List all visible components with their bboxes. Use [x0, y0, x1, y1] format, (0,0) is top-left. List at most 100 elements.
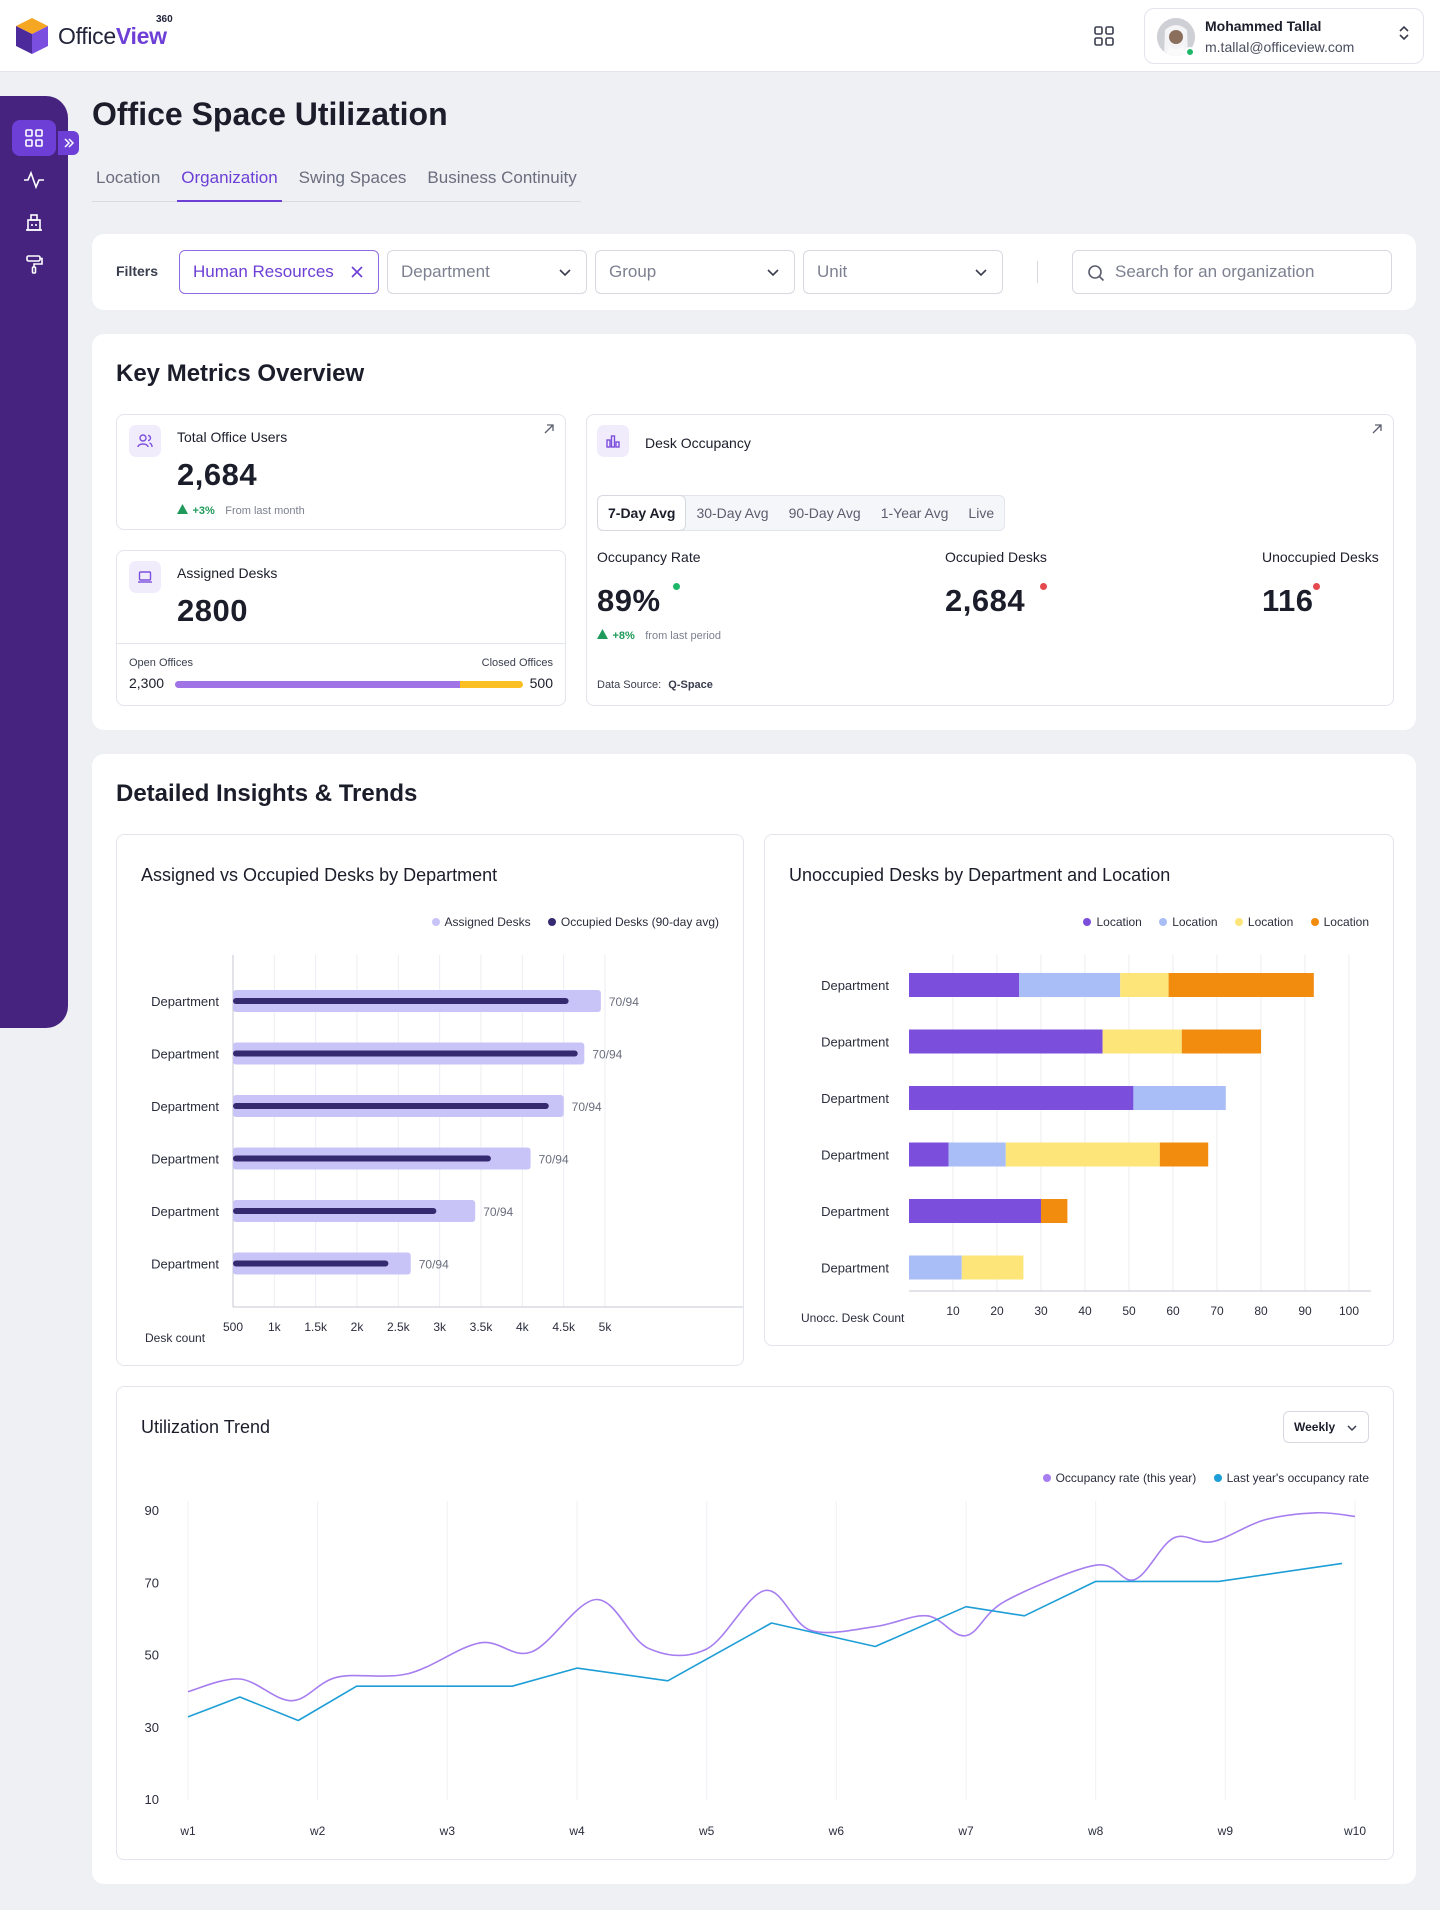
category-label: Department — [151, 1047, 219, 1062]
series-line — [187, 1562, 1343, 1722]
stacked-segment — [909, 1029, 1103, 1054]
x-tick-label: 4k — [516, 1320, 530, 1334]
data-label: 70/94 — [419, 1258, 449, 1272]
card-divider — [117, 643, 565, 644]
range-30-day[interactable]: 30-Day Avg — [696, 505, 769, 521]
unoccupied-desks-label: Unoccupied Desks — [1262, 549, 1379, 565]
x-tick-label: 20 — [990, 1304, 1004, 1318]
legend-label: Location — [1323, 915, 1369, 929]
stacked-segment — [1041, 1199, 1068, 1223]
stacked-segment — [1168, 973, 1314, 997]
total-users-card: Total Office Users 2,684 +3% From last m… — [116, 414, 566, 530]
chevron-down-icon — [975, 269, 987, 277]
legend-item: Location — [1310, 915, 1369, 929]
sidebar-expand-button[interactable] — [58, 131, 79, 155]
range-toggle: 7-Day Avg 30-Day Avg 90-Day Avg 1-Year A… — [597, 495, 1006, 531]
x-tick-label: 1k — [268, 1320, 282, 1334]
close-icon[interactable] — [350, 265, 364, 279]
desk-occupancy-card: Desk Occupancy 7-Day Avg 30-Day Avg 90-D… — [586, 414, 1394, 706]
x-tick-label: w9 — [1217, 1824, 1234, 1838]
open-offices-fill — [175, 681, 461, 688]
stacked-segment — [909, 1199, 1041, 1223]
data-label: 70/94 — [483, 1205, 513, 1219]
legend-item: Last year's occupancy rate — [1213, 1471, 1369, 1485]
range-7-day[interactable]: 7-Day Avg — [597, 495, 687, 531]
stacked-segment — [1102, 1029, 1182, 1054]
x-tick-label: 50 — [1122, 1304, 1136, 1318]
organization-search-input[interactable]: Search for an organization — [1072, 250, 1392, 294]
unoccupied-desks-card: Unoccupied Desks by Department and Locat… — [764, 834, 1394, 1346]
chart-legend: Occupancy rate (this year) Last year's o… — [1029, 1471, 1369, 1485]
assigned-vs-occupied-card: Assigned vs Occupied Desks by Department… — [116, 834, 744, 1366]
sidebar-item-dashboard[interactable] — [12, 120, 56, 156]
legend-swatch — [1083, 918, 1092, 926]
stacked-segment — [961, 1255, 1024, 1280]
occupancy-rate-value: 89% — [597, 583, 661, 618]
closed-offices-label: Closed Offices — [481, 657, 553, 669]
range-90-day[interactable]: 90-Day Avg — [788, 505, 861, 521]
period-select[interactable]: Weekly — [1283, 1411, 1369, 1443]
x-tick-label: 1.5k — [304, 1320, 328, 1334]
stacked-segment — [1133, 1086, 1226, 1110]
brand-sup: 360 — [156, 14, 173, 25]
data-label: 70/94 — [609, 995, 639, 1009]
legend-label: Assigned Desks — [444, 915, 531, 929]
x-tick-label: 100 — [1339, 1304, 1359, 1318]
chart-title: Utilization Trend — [141, 1417, 271, 1437]
occupied-status-dot — [1040, 583, 1047, 590]
user-menu[interactable]: Mohammed Tallal m.tallal@officeview.com — [1144, 8, 1424, 64]
laptop-badge — [129, 561, 161, 593]
cube-logo-icon — [16, 18, 48, 54]
tab-swing-spaces[interactable]: Swing Spaces — [298, 168, 407, 187]
open-offices-label: Open Offices — [129, 657, 193, 669]
sidebar-item-activity[interactable] — [12, 162, 56, 198]
legend-item: Location — [1083, 915, 1142, 929]
range-1-year[interactable]: 1-Year Avg — [880, 505, 949, 521]
sidebar-item-buildings[interactable] — [12, 204, 56, 240]
assigned-desks-value: 2800 — [177, 593, 248, 628]
department-select-placeholder: Department — [401, 262, 490, 281]
legend-item: Occupancy rate (this year) — [1042, 1471, 1196, 1485]
range-live[interactable]: Live — [968, 505, 995, 521]
x-tick-label: w8 — [1087, 1824, 1104, 1838]
unoccupied-status-dot — [1313, 583, 1320, 590]
filters-label: Filters — [116, 263, 159, 279]
legend-swatch — [431, 918, 440, 926]
sidebar-item-tools[interactable] — [12, 246, 56, 282]
x-tick-label: 30 — [1034, 1304, 1048, 1318]
tab-organization[interactable]: Organization — [177, 166, 282, 202]
data-source: Data Source: Q-Space — [597, 679, 713, 691]
organization-filter-value: Human Resources — [193, 262, 334, 281]
unoccupied-desks-value: 116 — [1262, 583, 1314, 618]
stacked-segment — [1181, 1029, 1261, 1054]
avatar — [1157, 18, 1195, 56]
department-select[interactable]: Department — [387, 250, 587, 294]
apps-grid-icon[interactable] — [1092, 24, 1116, 48]
laptop-icon — [138, 571, 152, 583]
group-select[interactable]: Group — [595, 250, 795, 294]
tab-business-continuity[interactable]: Business Continuity — [427, 168, 577, 187]
data-label: 70/94 — [572, 1100, 602, 1114]
x-tick-label: 3k — [433, 1320, 447, 1334]
chevron-updown-icon[interactable] — [1397, 23, 1411, 43]
x-tick-label: w6 — [828, 1824, 845, 1838]
tab-location[interactable]: Location — [96, 168, 161, 187]
stacked-segment — [909, 1255, 962, 1280]
expand-arrow-icon[interactable] — [1371, 423, 1383, 435]
occupied-bar — [233, 1050, 578, 1057]
search-placeholder: Search for an organization — [1115, 262, 1315, 281]
x-tick-label: 3.5k — [470, 1320, 494, 1334]
legend-label: Location — [1096, 915, 1142, 929]
triangle-up-icon — [177, 504, 188, 514]
brand-logo[interactable]: OfficeView 360 — [14, 14, 173, 56]
expand-arrow-icon[interactable] — [543, 423, 555, 435]
x-tick-label: w2 — [309, 1824, 326, 1838]
x-tick-label: 70 — [1210, 1304, 1224, 1318]
unit-select[interactable]: Unit — [803, 250, 1003, 294]
organization-filter[interactable]: Human Resources — [179, 250, 379, 294]
x-tick-label: 2.5k — [387, 1320, 411, 1334]
office-split-bar — [175, 681, 523, 688]
x-axis-label: Desk count — [145, 1331, 206, 1345]
bar-chart-icon — [606, 435, 620, 448]
occupied-bar — [233, 1260, 389, 1267]
